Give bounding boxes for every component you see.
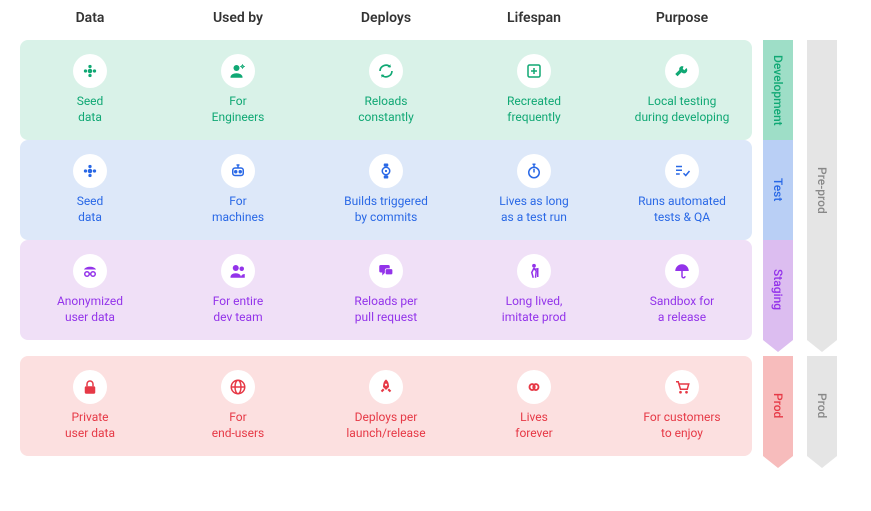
cell-label: Privateuser data [65, 410, 115, 441]
cell-staging-data: Anonymizeduser data [20, 250, 160, 330]
cell-dev-deploys: Reloadsconstantly [316, 50, 456, 130]
cell-label: Seeddata [77, 94, 104, 125]
cell-label: Deploys perlaunch/release [346, 410, 425, 441]
cell-dev-purpose: Local testingduring developing [612, 50, 752, 130]
robot-icon [221, 154, 255, 188]
cell-test-purpose: Runs automatedtests & QA [612, 150, 752, 230]
cell-staging-usedby: For entiredev team [168, 250, 308, 330]
cell-staging-lifespan: Long lived,imitate prod [464, 250, 604, 330]
checklist-icon [665, 154, 699, 188]
team-icon [221, 254, 255, 288]
cell-prod-deploys: Deploys perlaunch/release [316, 366, 456, 446]
cell-test-deploys: Builds triggeredby commits [316, 150, 456, 230]
umbrella-icon [665, 254, 699, 288]
cell-label: Sandbox fora release [650, 294, 715, 325]
row-test: Seeddata Formachines Builds triggeredby … [20, 140, 752, 240]
cell-label: Seeddata [77, 194, 104, 225]
cell-prod-purpose: For customersto enjoy [612, 366, 752, 446]
cell-label: Reloadsconstantly [358, 94, 414, 125]
row-development: Seeddata ForEngineers Reloadsconstantly … [20, 40, 752, 140]
cell-dev-data: Seeddata [20, 50, 160, 130]
cell-dev-lifespan: Recreatedfrequently [464, 50, 604, 130]
tag-test: Test [763, 140, 793, 240]
cell-label: For customersto enjoy [643, 410, 720, 441]
cell-label: Long lived,imitate prod [502, 294, 566, 325]
col-header-usedby: Used by [168, 10, 308, 40]
spacer [804, 10, 840, 40]
watch-icon [369, 154, 403, 188]
stopwatch-icon [517, 154, 551, 188]
row-prod: Privateuser data Forend-users Deploys pe… [20, 356, 752, 456]
cell-label: Builds triggeredby commits [344, 194, 428, 225]
cell-label: Local testingduring developing [635, 94, 730, 125]
cell-test-lifespan: Lives as longas a test run [464, 150, 604, 230]
col-header-deploys: Deploys [316, 10, 456, 40]
col-header-lifespan: Lifespan [464, 10, 604, 40]
environment-matrix: Data Used by Deploys Lifespan Purpose Se… [20, 10, 871, 456]
cell-label: Runs automatedtests & QA [638, 194, 726, 225]
tag-development: Development [763, 40, 793, 140]
cell-label: Forend-users [212, 410, 265, 441]
rocket-icon [369, 370, 403, 404]
cart-icon [665, 370, 699, 404]
col-header-purpose: Purpose [612, 10, 752, 40]
cell-label: Livesforever [515, 410, 552, 441]
col-header-data: Data [20, 10, 160, 40]
wrench-icon [665, 54, 699, 88]
cell-label: Formachines [212, 194, 264, 225]
cell-label: Anonymizeduser data [57, 294, 123, 325]
chat-icon [369, 254, 403, 288]
cell-label: Recreatedfrequently [507, 94, 561, 125]
cell-label: Lives as longas a test run [499, 194, 568, 225]
engineer-icon [221, 54, 255, 88]
cell-test-usedby: Formachines [168, 150, 308, 230]
lock-icon [73, 370, 107, 404]
walker-icon [517, 254, 551, 288]
cell-label: For entiredev team [213, 294, 264, 325]
flower-icon [73, 54, 107, 88]
tag-prod: Prod [763, 356, 793, 456]
spacer [20, 340, 840, 356]
cell-staging-deploys: Reloads perpull request [316, 250, 456, 330]
cell-label: Reloads perpull request [354, 294, 417, 325]
incognito-icon [73, 254, 107, 288]
tag-preprod: Pre-prod [807, 40, 837, 340]
cell-test-data: Seeddata [20, 150, 160, 230]
tag-prod-group: Prod [807, 356, 837, 456]
globe-icon [221, 370, 255, 404]
reload-icon [369, 54, 403, 88]
infinity-icon [517, 370, 551, 404]
cell-dev-usedby: ForEngineers [168, 50, 308, 130]
cell-staging-purpose: Sandbox fora release [612, 250, 752, 330]
row-staging: Anonymizeduser data For entiredev team R… [20, 240, 752, 340]
plus-box-icon [517, 54, 551, 88]
cell-prod-lifespan: Livesforever [464, 366, 604, 446]
spacer [760, 10, 796, 40]
cell-label: ForEngineers [212, 94, 265, 125]
flower-icon [73, 154, 107, 188]
cell-prod-data: Privateuser data [20, 366, 160, 446]
tag-staging: Staging [763, 240, 793, 340]
cell-prod-usedby: Forend-users [168, 366, 308, 446]
